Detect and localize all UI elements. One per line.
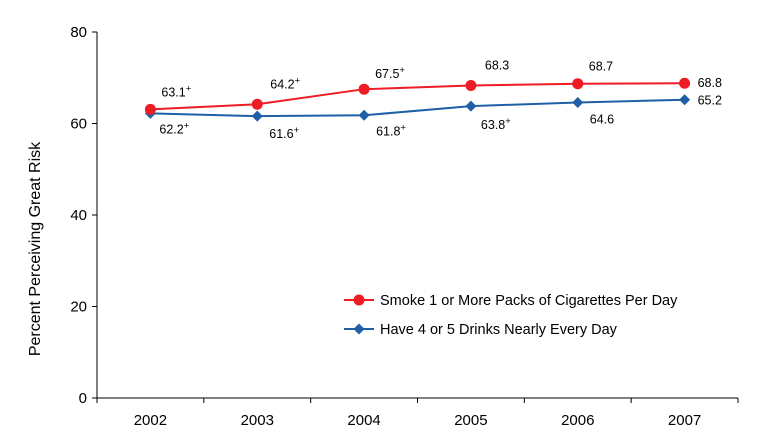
legend: Smoke 1 or More Packs of Cigarettes Per … xyxy=(344,293,678,338)
x-tick-label: 2003 xyxy=(241,412,274,429)
data-label: 65.2 xyxy=(698,94,722,108)
x-tick-label: 2005 xyxy=(454,412,487,429)
x-tick-label: 2007 xyxy=(668,412,701,429)
series-layer xyxy=(144,77,691,122)
data-label: 61.8+ xyxy=(376,122,406,138)
data-label: 68.3 xyxy=(485,59,509,73)
data-label: 64.6 xyxy=(590,112,614,126)
x-tick-label: 2002 xyxy=(134,412,167,429)
data-point xyxy=(251,110,263,122)
significance-marker: + xyxy=(294,125,300,136)
legend-marker xyxy=(353,323,365,335)
legend-label: Smoke 1 or More Packs of Cigarettes Per … xyxy=(380,293,678,309)
y-tick-label: 60 xyxy=(70,116,87,133)
data-label: 68.7 xyxy=(589,60,613,74)
data-label: 61.6+ xyxy=(269,125,299,141)
legend-label: Have 4 or 5 Drinks Nearly Every Day xyxy=(380,322,618,338)
data-point xyxy=(572,78,584,90)
data-point xyxy=(572,96,584,108)
data-point xyxy=(144,103,156,115)
significance-marker: + xyxy=(400,122,406,133)
series-line xyxy=(150,98,685,118)
data-point xyxy=(465,100,477,112)
significance-marker: + xyxy=(399,65,405,76)
data-label: 68.8 xyxy=(698,76,722,90)
data-label: 62.2+ xyxy=(159,120,189,136)
data-label: 63.8+ xyxy=(481,116,511,132)
data-point xyxy=(679,94,691,106)
y-tick-label: 0 xyxy=(79,390,87,407)
tick-labels: 0 20 40 60 80 2002 2003 2004 2005 2006 2007 xyxy=(70,24,701,429)
data-point xyxy=(358,83,370,95)
data-point xyxy=(358,109,370,121)
significance-marker: + xyxy=(186,83,192,94)
data-labels: 63.1+ 64.2+ 67.5+ 68.3 68.7 68.8 62.2+ 61.6+ 61.… xyxy=(159,59,722,142)
axes xyxy=(92,31,739,403)
data-label: 63.1+ xyxy=(161,83,191,99)
legend-marker xyxy=(353,294,365,306)
significance-marker: + xyxy=(295,75,301,86)
y-tick-label: 80 xyxy=(70,24,87,41)
data-point xyxy=(251,98,263,110)
data-label: 67.5+ xyxy=(375,65,405,81)
y-axis-title: Percent Perceiving Great Risk xyxy=(27,141,44,356)
data-point xyxy=(465,80,477,92)
y-tick-label: 40 xyxy=(70,207,87,224)
x-tick-label: 2006 xyxy=(561,412,594,429)
x-tick-label: 2004 xyxy=(347,412,380,429)
y-tick-label: 20 xyxy=(70,299,87,316)
significance-marker: + xyxy=(184,120,190,131)
series-line xyxy=(150,82,685,111)
data-point xyxy=(679,77,691,89)
significance-marker: + xyxy=(505,116,511,127)
data-label: 64.2+ xyxy=(270,75,300,91)
